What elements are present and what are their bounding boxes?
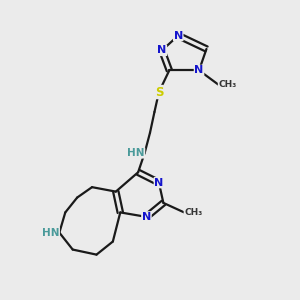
Text: N: N [157,45,167,56]
Text: HN: HN [42,228,59,238]
Text: N: N [194,65,204,75]
Text: N: N [154,178,164,188]
Text: CH₃: CH₃ [184,208,202,217]
Text: S: S [155,85,163,98]
Text: HN: HN [127,148,145,158]
Text: N: N [174,31,183,40]
Text: CH₃: CH₃ [218,80,237,89]
Text: N: N [142,212,151,222]
